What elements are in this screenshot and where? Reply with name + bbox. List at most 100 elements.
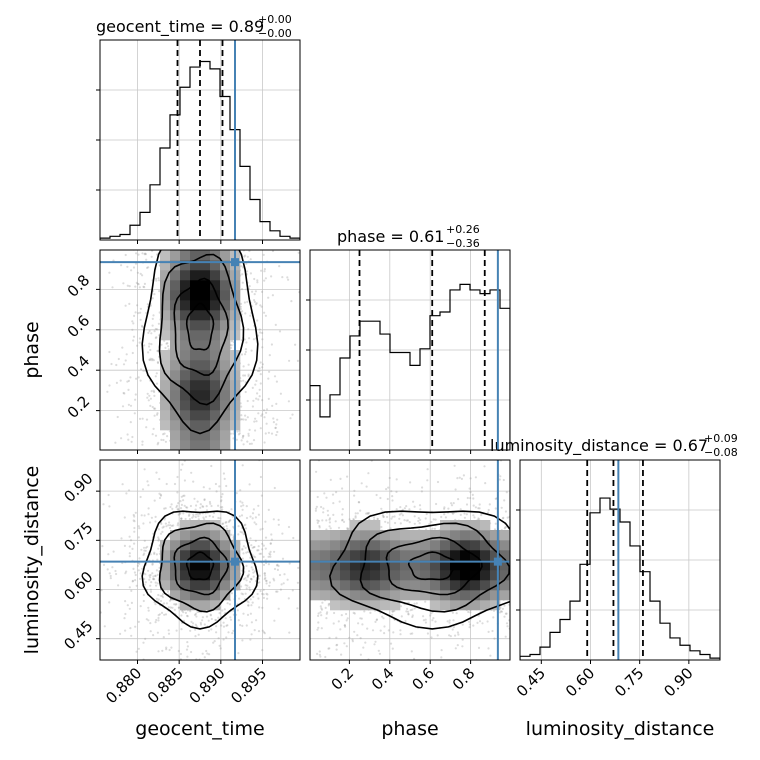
scatter-point [163, 432, 166, 435]
scatter-point [342, 520, 346, 524]
scatter-point [419, 508, 422, 511]
scatter-point [152, 359, 155, 362]
scatter-point [176, 508, 179, 511]
density-cell [450, 540, 461, 551]
scatter-point [247, 363, 250, 366]
scatter-point [157, 547, 160, 550]
scatter-point [343, 624, 346, 627]
scatter-point [291, 589, 294, 592]
density-cell [320, 570, 331, 581]
scatter-point [262, 555, 265, 559]
density-cell [190, 300, 201, 311]
scatter-point [238, 432, 241, 435]
scatter-point [251, 386, 254, 389]
scatter-point [297, 566, 300, 570]
scatter-point [391, 613, 394, 617]
scatter-point [251, 405, 254, 408]
scatter-point [230, 508, 233, 511]
scatter-point [268, 354, 271, 357]
scatter-point [162, 433, 165, 436]
scatter-point [337, 620, 340, 623]
scatter-point [156, 558, 159, 561]
scatter-point [325, 612, 328, 615]
scatter-point [208, 487, 211, 490]
scatter-point [276, 590, 279, 593]
density-cell [210, 360, 221, 371]
scatter-point [198, 513, 201, 516]
density-cell [400, 530, 411, 541]
scatter-point [430, 612, 433, 615]
scatter-point [381, 514, 384, 517]
density-cell [330, 580, 341, 591]
scatter-point [282, 582, 285, 585]
scatter-point [258, 581, 261, 584]
scatter-point [194, 623, 197, 626]
scatter-point [246, 255, 249, 258]
density-cell [210, 280, 221, 291]
scatter-point [175, 603, 178, 606]
scatter-point [242, 374, 245, 377]
scatter-point [406, 519, 409, 522]
scatter-point [422, 457, 424, 459]
scatter-point [179, 652, 182, 656]
density-cell [440, 600, 451, 611]
scatter-point [403, 507, 406, 510]
title-phase-main: phase = 0.61 [337, 227, 444, 246]
scatter-point [456, 477, 459, 480]
scatter-point [142, 641, 145, 644]
density-cell [170, 360, 181, 371]
scatter-point [452, 626, 455, 629]
scatter-point [247, 573, 250, 576]
scatter-point [124, 359, 127, 362]
density-cell [220, 530, 231, 541]
scatter-point [393, 609, 396, 613]
scatter-point [273, 567, 277, 571]
scatter-point [254, 516, 257, 519]
scatter-point [171, 507, 174, 510]
scatter-point [119, 379, 122, 382]
scatter-point [469, 497, 472, 500]
scatter-point [163, 613, 166, 616]
scatter-point [383, 632, 386, 635]
scatter-point [210, 504, 213, 508]
scatter-point [229, 346, 233, 349]
density-cell [170, 310, 181, 321]
scatter-point [461, 623, 464, 626]
scatter-point [180, 517, 183, 520]
density-cell [450, 600, 461, 611]
scatter-point [124, 572, 127, 575]
scatter-point [267, 555, 270, 558]
scatter-point [177, 606, 180, 609]
density-cell [440, 530, 451, 541]
scatter-point [162, 602, 166, 605]
histogram-phase [310, 250, 510, 450]
scatter-point [149, 590, 153, 593]
scatter-point [163, 518, 166, 521]
scatter-point [186, 655, 189, 658]
scatter-point [472, 457, 474, 459]
density-cell [310, 580, 321, 591]
scatter-point [142, 369, 145, 372]
scatter-point [469, 477, 472, 480]
scatter-point [347, 527, 350, 531]
scatter-point [409, 481, 412, 484]
scatter-point [461, 638, 464, 641]
density-cell [220, 390, 231, 401]
density-cell [410, 560, 421, 571]
scatter-point [253, 299, 256, 302]
scatter-point [249, 556, 252, 559]
scatter-point [161, 526, 164, 529]
scatter-point [134, 511, 137, 514]
density-cell [170, 440, 181, 450]
scatter-point [344, 625, 347, 628]
scatter-point [275, 423, 278, 426]
scatter-point [142, 522, 145, 525]
density-cell [490, 570, 501, 581]
density-cell [460, 540, 471, 551]
scatter-point [217, 616, 220, 619]
scatter-point [373, 516, 376, 519]
density-cell [190, 540, 201, 551]
scatter-point [257, 412, 260, 415]
scatter-point [137, 569, 140, 572]
scatter-point [273, 375, 277, 378]
